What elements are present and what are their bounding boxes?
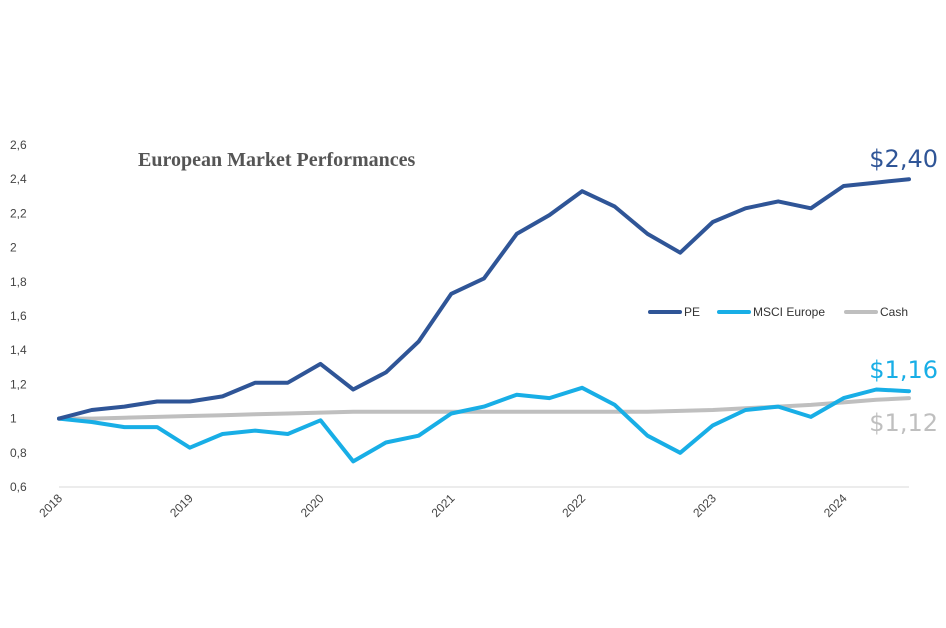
y-tick-label: 0,8 xyxy=(10,446,27,460)
series-line-msci-europe xyxy=(57,385,911,464)
x-tick-label: 2020 xyxy=(298,491,327,520)
y-tick-label: 1 xyxy=(10,412,17,426)
legend-label-msci-europe: MSCI Europe xyxy=(753,305,825,319)
y-tick-label: 2,6 xyxy=(10,138,27,152)
legend-label-pe: PE xyxy=(684,305,700,319)
x-tick-label: 2023 xyxy=(690,491,719,520)
x-tick-label: 2019 xyxy=(167,491,196,520)
end-label-pe: $2,40 xyxy=(869,145,938,173)
y-tick-label: 2,2 xyxy=(10,206,27,220)
series-group xyxy=(57,177,911,464)
x-axis: 2018 2019 2020 2021 2022 2023 2024 xyxy=(36,486,909,520)
chart-title: European Market Performances xyxy=(138,149,416,171)
y-axis: 0,6 0,8 1 1,2 1,4 1,6 1,8 2 2,2 2,4 2,6 xyxy=(10,138,27,494)
y-tick-label: 1,4 xyxy=(10,343,27,357)
x-tick-label: 2018 xyxy=(36,491,65,520)
x-tick-label: 2024 xyxy=(821,491,850,520)
series-line-pe xyxy=(57,177,911,421)
x-tick-label: 2022 xyxy=(559,491,588,520)
y-tick-label: 1,6 xyxy=(10,309,27,323)
legend-label-cash: Cash xyxy=(880,305,908,319)
y-tick-label: 2 xyxy=(10,241,17,255)
y-tick-label: 1,2 xyxy=(10,377,27,391)
legend: PE MSCI Europe Cash xyxy=(648,305,908,319)
y-tick-label: 1,8 xyxy=(10,275,27,289)
y-tick-label: 2,4 xyxy=(10,172,27,186)
x-tick-label: 2021 xyxy=(429,491,458,520)
end-label-msci-europe: $1,16 xyxy=(869,356,938,384)
end-labels: $2,40 $1,16 $1,12 xyxy=(869,145,938,437)
y-tick-label: 0,6 xyxy=(10,480,27,494)
end-label-cash: $1,12 xyxy=(869,409,938,437)
